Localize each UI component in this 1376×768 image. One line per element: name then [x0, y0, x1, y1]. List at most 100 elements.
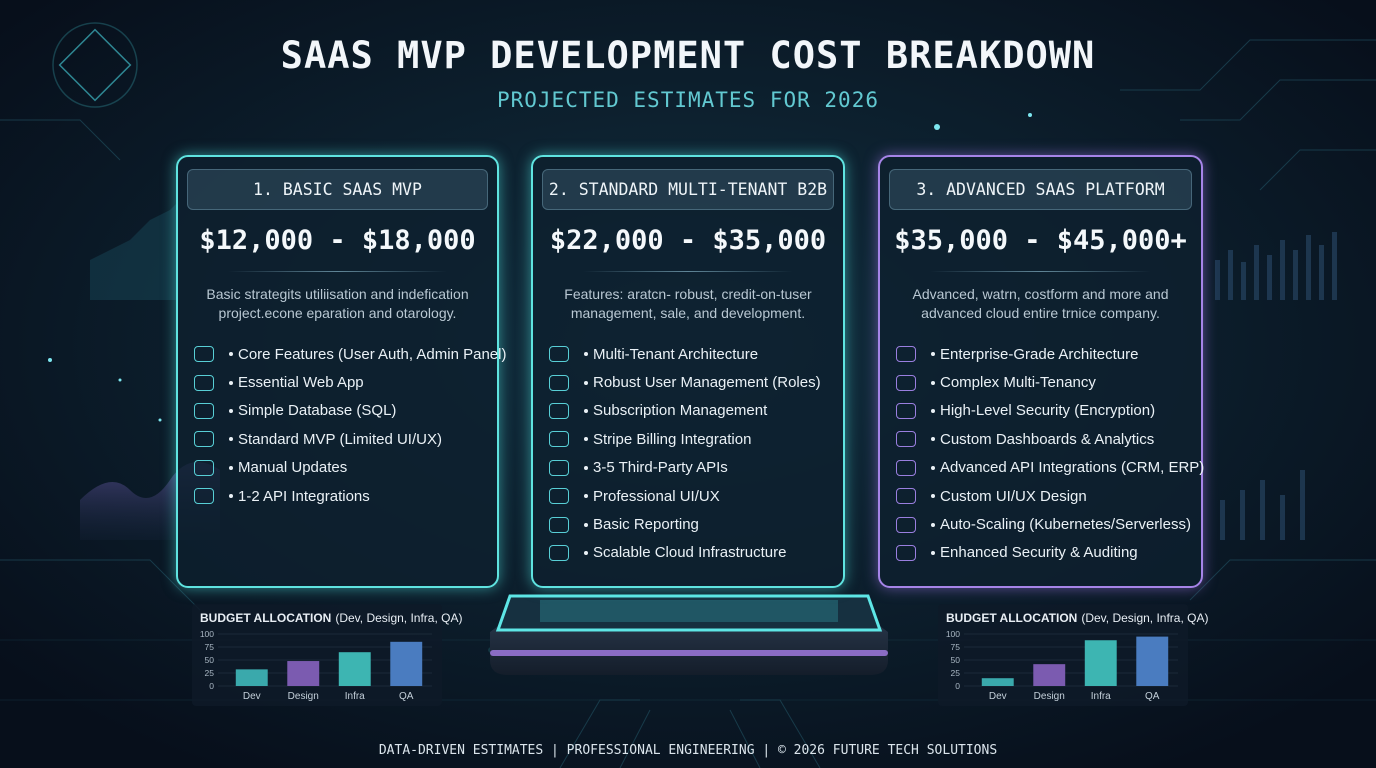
feature-item: Simple Database (SQL): [178, 397, 497, 425]
feature-text: Enhanced Security & Auditing: [940, 544, 1138, 562]
feature-item: Subscription Management: [533, 397, 843, 425]
feature-item: Complex Multi-Tenancy: [880, 368, 1201, 396]
feature-item: Custom UI/UX Design: [880, 482, 1201, 510]
feature-icon: [194, 374, 214, 391]
feature-text: Manual Updates: [238, 459, 348, 477]
feature-text: Complex Multi-Tenancy: [940, 374, 1096, 392]
bar: [981, 678, 1014, 686]
feature-icon: [896, 544, 916, 561]
feature-icon: [896, 346, 916, 363]
feature-list: Core Features (User Auth, Admin Panel) Es…: [178, 340, 506, 510]
feature-text: Enterprise-Grade Architecture: [940, 345, 1139, 363]
description: Basic strategits utiliisation and indefi…: [178, 285, 497, 323]
tier-card: 3. ADVANCED SAAS PLATFORM $35,000 - $45,0…: [878, 155, 1205, 588]
bullet: [931, 380, 935, 385]
bullet: [584, 408, 588, 413]
diamond-emblem: [52, 22, 138, 108]
x-tick-label: Infra: [345, 691, 365, 702]
feature-item: Custom Dashboards & Analytics: [880, 425, 1201, 453]
feature-icon: [549, 431, 569, 448]
y-tick-label: 0: [209, 681, 214, 691]
feature-text: Essential Web App: [238, 374, 364, 392]
description-line: management, sale, and development.: [570, 305, 806, 321]
feature-item: 3-5 Third-Party APIs: [533, 454, 843, 482]
feature-item: Enterprise-Grade Architecture: [880, 340, 1201, 368]
description-line: Basic strategits utiliisation and indefi…: [206, 286, 469, 302]
description: Advanced, watrn, costform and more and ad…: [880, 285, 1201, 323]
card-heading: 3. ADVANCED SAAS PLATFORM: [889, 169, 1192, 210]
bar: [1033, 664, 1066, 686]
feature-text: Auto-Scaling (Kubernetes/Serverless): [940, 516, 1191, 534]
tier-card: 2. STANDARD MULTI-TENANT B2B $22,000 - $3…: [531, 155, 845, 588]
glow-dots: [48, 113, 1032, 422]
x-tick-label: QA: [399, 691, 414, 702]
feature-item: 1-2 API Integrations: [178, 482, 497, 510]
feature-text: 1-2 API Integrations: [238, 487, 370, 505]
bullet: [584, 494, 588, 499]
tier-card: 1. BASIC SAAS MVP $12,000 - $18,000 Basic …: [176, 155, 506, 588]
decor-area: [90, 200, 180, 300]
feature-text: High-Level Security (Encryption): [940, 402, 1156, 420]
charts: BUDGET ALLOCATION (Dev, Design, Infra, QA…: [192, 604, 1208, 706]
feature-icon: [549, 402, 569, 419]
bar: [235, 669, 268, 686]
feature-text: Multi-Tenant Architecture: [593, 345, 759, 363]
feature-text: Subscription Management: [593, 402, 768, 420]
feature-icon: [549, 488, 569, 505]
bullet: [584, 550, 588, 555]
feature-icon: [896, 516, 916, 533]
bullet: [584, 352, 588, 357]
x-tick-label: Design: [288, 691, 319, 702]
price-range: $35,000 - $45,000+: [894, 225, 1187, 256]
feature-text: Simple Database (SQL): [238, 402, 397, 420]
feature-text: Standard MVP (Limited UI/UX): [238, 430, 442, 448]
price-range: $22,000 - $35,000: [549, 225, 827, 256]
bullet: [229, 494, 233, 499]
feature-icon: [194, 346, 214, 363]
y-tick-label: 100: [200, 629, 214, 639]
feature-icon: [896, 402, 916, 419]
feature-item: Professional UI/UX: [533, 482, 843, 510]
feature-text: Advanced API Integrations (CRM, ERP): [940, 459, 1205, 477]
y-tick-label: 100: [946, 629, 960, 639]
x-tick-label: QA: [1145, 691, 1160, 702]
feature-item: Multi-Tenant Architecture: [533, 340, 843, 368]
feature-list: Multi-Tenant Architecture Robust User Man…: [533, 340, 843, 567]
feature-item: Essential Web App: [178, 368, 497, 396]
bullet: [229, 465, 233, 470]
feature-icon: [549, 544, 569, 561]
chart-title: BUDGET ALLOCATION (Dev, Design, Infra, QA…: [200, 611, 462, 625]
feature-text: Custom Dashboards & Analytics: [940, 430, 1155, 448]
price-range: $12,000 - $18,000: [199, 225, 476, 256]
platform: [488, 594, 888, 675]
bar: [1084, 640, 1117, 686]
x-tick-label: Infra: [1091, 691, 1111, 702]
bar: [338, 652, 371, 686]
feature-icon: [549, 374, 569, 391]
feature-text: Core Features (User Auth, Admin Panel): [238, 345, 507, 363]
feature-icon: [549, 516, 569, 533]
description: Features: aratcn- robust, credit-on-tuse…: [533, 285, 843, 323]
card-heading: 1. BASIC SAAS MVP: [187, 169, 488, 210]
y-tick-label: 75: [205, 642, 215, 652]
feature-icon: [194, 431, 214, 448]
bullet: [584, 437, 588, 442]
feature-text: 3-5 Third-Party APIs: [593, 459, 728, 477]
y-tick-label: 25: [205, 668, 215, 678]
bar: [287, 661, 320, 686]
feature-item: Auto-Scaling (Kubernetes/Serverless): [880, 510, 1201, 538]
bullet: [229, 380, 233, 385]
y-tick-label: 50: [205, 655, 215, 665]
feature-item: Enhanced Security & Auditing: [880, 539, 1201, 567]
bullet: [229, 408, 233, 413]
y-tick-label: 75: [951, 642, 961, 652]
bullet: [931, 550, 935, 555]
chart-subtitle: (Dev, Design, Infra, QA): [1081, 611, 1208, 625]
feature-icon: [194, 488, 214, 505]
y-tick-label: 0: [955, 681, 960, 691]
description-line: advanced cloud entire trnice company.: [921, 305, 1160, 321]
bar: [390, 641, 423, 686]
feature-item: Stripe Billing Integration: [533, 425, 843, 453]
card-heading: 2. STANDARD MULTI-TENANT B2B: [542, 169, 834, 210]
